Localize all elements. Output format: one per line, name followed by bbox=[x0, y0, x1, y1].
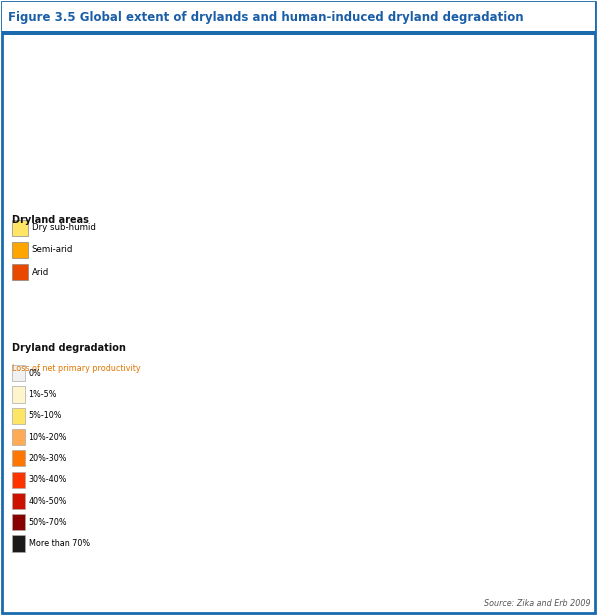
Text: Dryland degradation: Dryland degradation bbox=[12, 343, 126, 353]
Bar bbox=[12, 493, 25, 509]
Bar bbox=[12, 472, 25, 488]
Text: 30%-40%: 30%-40% bbox=[29, 475, 67, 484]
Text: 1%-5%: 1%-5% bbox=[29, 390, 57, 399]
Bar bbox=[12, 514, 25, 530]
Bar bbox=[12, 264, 27, 280]
Text: 50%-70%: 50%-70% bbox=[29, 518, 67, 527]
Text: 20%-30%: 20%-30% bbox=[29, 454, 67, 463]
Bar bbox=[12, 536, 25, 552]
Bar bbox=[12, 386, 25, 403]
Text: Loss of net primary productivity: Loss of net primary productivity bbox=[12, 364, 140, 373]
Bar bbox=[12, 450, 25, 466]
Text: Dryland areas: Dryland areas bbox=[12, 215, 89, 225]
Text: 0%: 0% bbox=[29, 369, 41, 378]
Text: 5%-10%: 5%-10% bbox=[29, 411, 62, 421]
Bar bbox=[2, 2, 595, 32]
Text: Figure 3.5 Global extent of drylands and human-induced dryland degradation: Figure 3.5 Global extent of drylands and… bbox=[8, 12, 524, 25]
Text: Source: Zika and Erb 2009: Source: Zika and Erb 2009 bbox=[484, 599, 591, 608]
Bar bbox=[12, 242, 27, 258]
Text: 40%-50%: 40%-50% bbox=[29, 496, 67, 506]
Text: More than 70%: More than 70% bbox=[29, 539, 90, 548]
Bar bbox=[2, 31, 595, 35]
Bar bbox=[12, 429, 25, 445]
Text: Arid: Arid bbox=[32, 268, 49, 277]
Text: Semi-arid: Semi-arid bbox=[32, 245, 73, 255]
Text: Dry sub-humid: Dry sub-humid bbox=[32, 223, 96, 232]
Bar bbox=[12, 408, 25, 424]
Bar bbox=[12, 220, 27, 236]
Text: 10%-20%: 10%-20% bbox=[29, 433, 67, 442]
Bar bbox=[12, 365, 25, 381]
